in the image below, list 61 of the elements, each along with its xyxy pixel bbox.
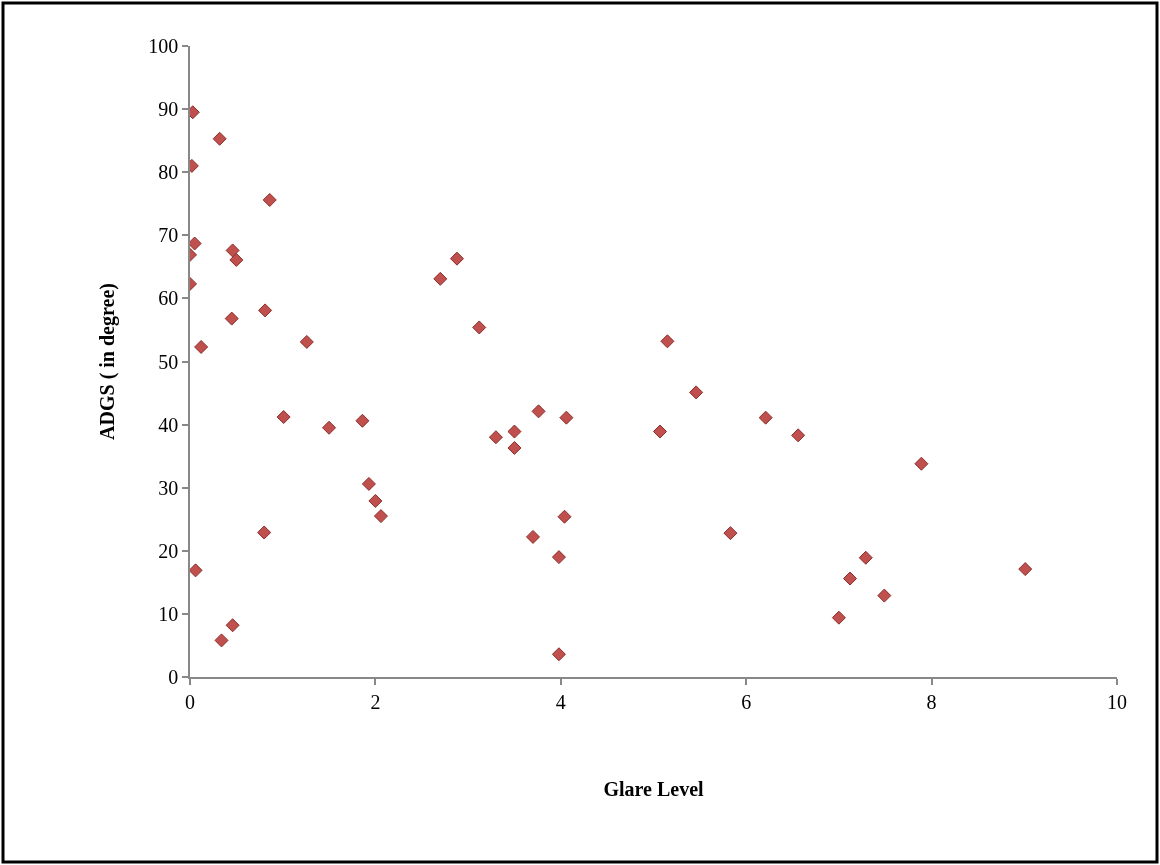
point: [831, 610, 846, 625]
point: [299, 334, 314, 349]
point: [472, 320, 487, 335]
x-tick-label: 8: [926, 690, 937, 713]
point: [214, 633, 229, 648]
x-axis-title: Glare Level: [603, 777, 705, 800]
y-axis-title: ADGS ( in degree): [96, 283, 120, 440]
y-tick-label: 20: [158, 539, 179, 562]
point: [877, 588, 892, 603]
point: [488, 430, 503, 445]
point: [368, 493, 383, 508]
point: [224, 311, 239, 326]
point: [758, 410, 773, 425]
point: [449, 251, 464, 266]
point: [225, 243, 240, 258]
point: [373, 509, 388, 524]
point: [791, 428, 806, 443]
point: [557, 509, 572, 524]
point: [531, 404, 546, 419]
y-tick-label: 40: [158, 413, 179, 436]
y-tick-label: 80: [158, 161, 179, 184]
y-tick-label: 0: [168, 666, 179, 688]
point: [507, 424, 522, 439]
y-tick-label: 10: [158, 602, 179, 625]
point: [322, 420, 337, 435]
point: [914, 456, 929, 471]
y-tick-label: 60: [158, 287, 179, 310]
point: [229, 252, 244, 267]
point: [190, 563, 203, 578]
y-tick-label: 90: [158, 98, 179, 121]
point: [507, 440, 522, 455]
point: [559, 410, 574, 425]
x-tick-label: 4: [555, 690, 566, 713]
point: [258, 303, 273, 318]
x-tick-label: 6: [741, 690, 752, 713]
point: [225, 618, 240, 633]
point: [212, 131, 227, 146]
y-tick-label: 30: [158, 476, 179, 499]
x-tick-label: 10: [1107, 690, 1127, 713]
point: [723, 526, 738, 541]
x-tick-label: 0: [185, 690, 195, 713]
point: [1018, 562, 1033, 577]
point: [361, 476, 376, 491]
x-tick-label: 2: [370, 690, 381, 713]
y-tick-label: 50: [158, 350, 179, 373]
point: [652, 424, 667, 439]
point: [551, 647, 566, 662]
y-tick-label: 100: [148, 35, 179, 57]
point: [276, 410, 291, 425]
point: [843, 571, 858, 586]
point: [433, 271, 448, 286]
y-tick-label: 70: [158, 224, 179, 247]
point: [660, 334, 675, 349]
point: [551, 550, 566, 565]
point: [858, 550, 873, 565]
point: [194, 339, 209, 354]
point: [257, 525, 272, 540]
point: [355, 413, 370, 428]
point: [689, 385, 704, 400]
point: [525, 529, 540, 544]
point: [262, 192, 277, 207]
